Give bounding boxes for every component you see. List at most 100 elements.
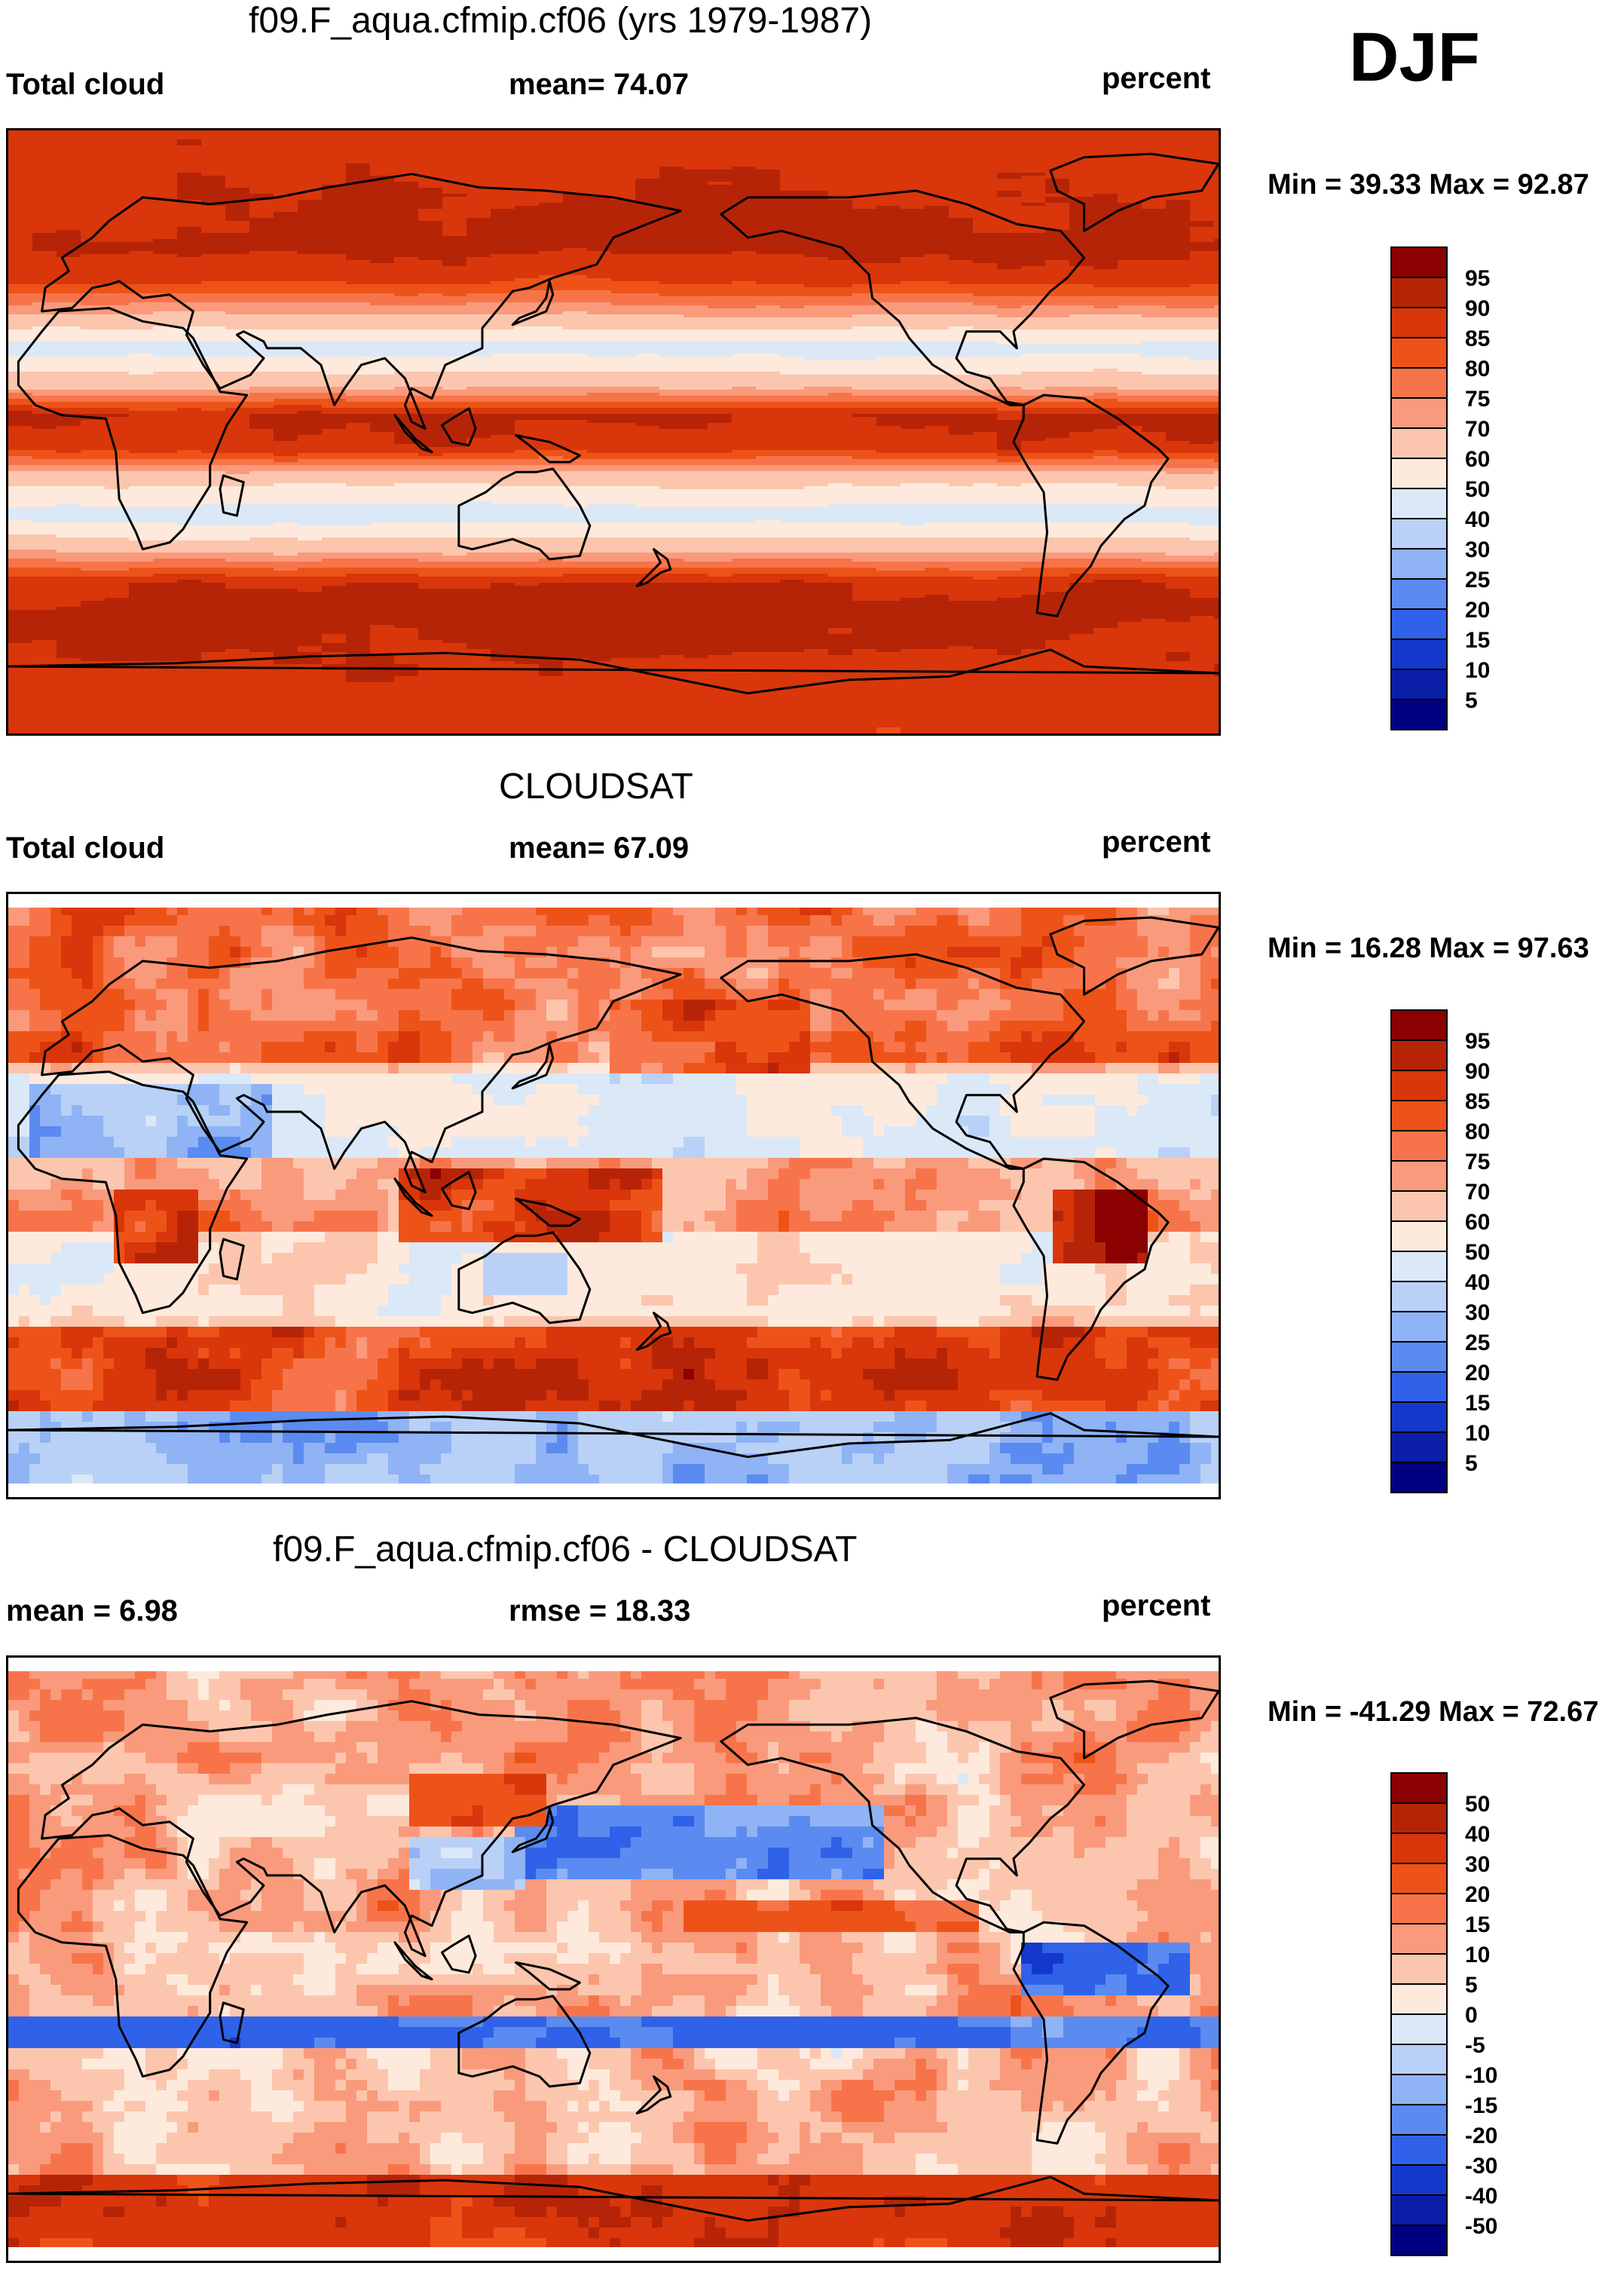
field-cell: [876, 384, 901, 387]
field-cell: [1069, 287, 1093, 291]
field-cell: [804, 130, 828, 134]
field-cell: [322, 248, 346, 252]
field-cell: [153, 248, 177, 252]
field-cell: [925, 402, 949, 406]
field-cell: [105, 314, 129, 318]
field-cell: [57, 227, 81, 231]
field-cell: [1214, 248, 1219, 252]
field-cell: [515, 185, 539, 188]
field-cell: [780, 290, 804, 294]
field-cell: [732, 326, 756, 330]
field-cell: [611, 281, 635, 285]
field-cell: [515, 363, 539, 366]
field-cell: [105, 417, 129, 421]
field-cell: [298, 329, 322, 333]
field-cell: [105, 387, 129, 390]
field-cell: [32, 278, 57, 282]
field-cell: [1214, 387, 1219, 390]
field-cell: [901, 326, 925, 330]
field-cell: [153, 357, 177, 360]
field-cell: [225, 366, 249, 369]
field-cell: [780, 185, 804, 188]
field-cell: [684, 260, 708, 264]
field-cell: [1142, 399, 1166, 403]
field-cell: [852, 257, 876, 261]
field-cell: [201, 366, 225, 369]
field-cell: [1214, 281, 1219, 285]
field-cell: [563, 257, 587, 261]
field-cell: [1190, 360, 1214, 363]
field-cell: [804, 209, 828, 213]
field-cell: [201, 142, 225, 146]
field-cell: [1021, 185, 1045, 188]
field-cell: [852, 164, 876, 167]
field-cell: [804, 293, 828, 297]
field-cell: [1118, 251, 1142, 255]
field-cell: [876, 320, 901, 324]
field-cell: [684, 233, 708, 237]
field-cell: [1093, 139, 1118, 143]
field-cell: [1166, 357, 1190, 360]
field-cell: [418, 311, 442, 315]
field-cell: [635, 167, 659, 170]
field-cell: [1190, 179, 1214, 182]
field-cell: [563, 227, 587, 231]
field-cell: [1021, 402, 1045, 406]
field-cell: [539, 335, 563, 339]
field-cell: [684, 308, 708, 312]
field-cell: [515, 145, 539, 149]
field-cell: [828, 221, 852, 225]
field-cell: [370, 221, 394, 225]
field-cell: [298, 263, 322, 267]
field-cell: [1021, 314, 1045, 318]
field-cell: [57, 378, 81, 381]
field-cell: [635, 287, 659, 291]
field-cell: [370, 299, 394, 303]
field-cell: [973, 351, 997, 354]
field-cell: [1045, 387, 1069, 390]
field-cell: [81, 145, 105, 149]
field-cell: [828, 139, 852, 143]
field-cell: [901, 221, 925, 225]
field-cell: [491, 260, 515, 264]
field-cell: [780, 411, 804, 415]
field-cell: [925, 242, 949, 246]
field-cell: [298, 396, 322, 400]
field-cell: [949, 420, 973, 424]
field-cell: [949, 287, 973, 291]
field-cell: [708, 405, 732, 409]
field-cell: [32, 152, 57, 155]
field-cell: [997, 369, 1021, 372]
field-cell: [1118, 149, 1142, 152]
field-cell: [611, 269, 635, 273]
field-cell: [635, 227, 659, 231]
field-cell: [394, 372, 418, 375]
field-cell: [1069, 414, 1093, 418]
field-cell: [1190, 335, 1214, 339]
field-cell: [274, 263, 298, 267]
field-cell: [563, 245, 587, 249]
field-cell: [129, 341, 153, 345]
field-cell: [732, 206, 756, 210]
field-cell: [780, 338, 804, 342]
field-cell: [708, 145, 732, 149]
field-cell: [973, 299, 997, 303]
field-cell: [1166, 378, 1190, 381]
field-cell: [466, 233, 491, 237]
field-cell: [466, 245, 491, 249]
field-cell: [1166, 332, 1190, 336]
field-cell: [8, 206, 32, 210]
field-cell: [81, 390, 105, 393]
field-cell: [611, 387, 635, 390]
field-cell: [901, 212, 925, 216]
field-cell: [539, 145, 563, 149]
field-cell: [274, 242, 298, 246]
field-cell: [876, 215, 901, 219]
field-cell: [1214, 200, 1219, 204]
field-cell: [153, 296, 177, 300]
field-cell: [1190, 308, 1214, 312]
field-cell: [1142, 290, 1166, 294]
field-cell: [515, 254, 539, 258]
field-cell: [1118, 314, 1142, 318]
field-cell: [732, 323, 756, 327]
